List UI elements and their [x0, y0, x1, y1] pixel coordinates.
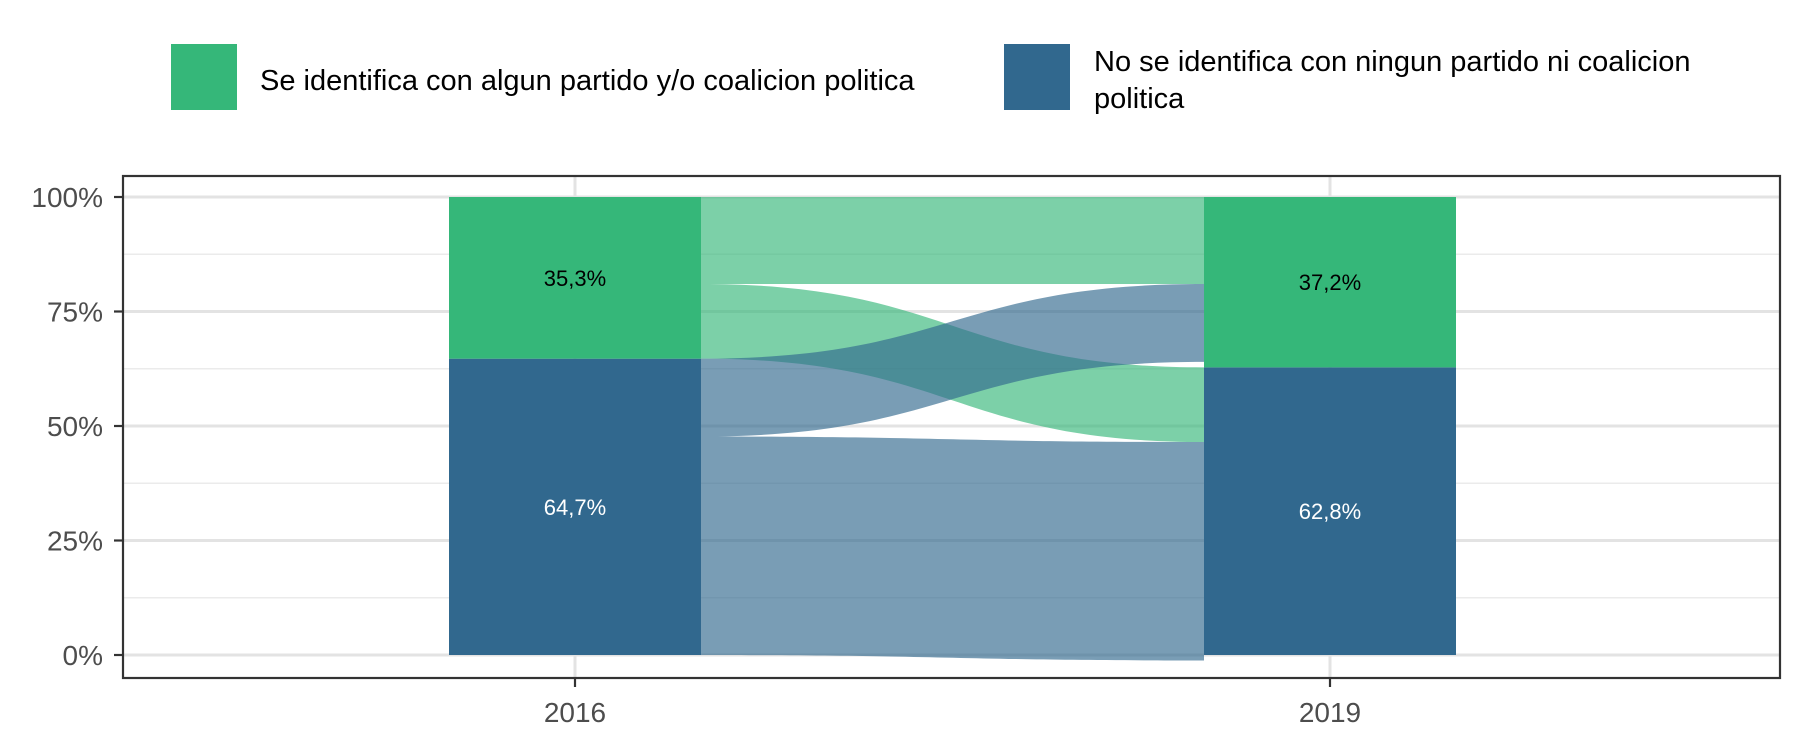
data-label: 35,3% — [544, 266, 606, 291]
legend: Se identifica con algun partido y/o coal… — [171, 44, 1690, 115]
bar-segment-identifies-2019 — [1204, 197, 1456, 368]
y-tick-label: 75% — [47, 297, 103, 328]
legend-label-not-identifies: No se identifica con ningun partido ni c… — [1094, 46, 1690, 115]
bar-segment-not-identifies-2019 — [1204, 367, 1456, 655]
y-axis: 0% 25% 50% 75% 100% — [31, 182, 123, 671]
x-tick-label: 2019 — [1299, 697, 1361, 728]
legend-key-not-identifies — [1004, 44, 1070, 110]
bar-segment-not-identifies-2016 — [449, 358, 701, 655]
bar-segment-identifies-2016 — [449, 197, 701, 359]
y-tick-label: 50% — [47, 411, 103, 442]
flow-band — [701, 284, 1204, 437]
x-axis: 2016 2019 — [544, 678, 1361, 728]
y-tick-label: 0% — [63, 640, 103, 671]
x-tick-label: 2016 — [544, 697, 606, 728]
alluvial-flows — [701, 197, 1204, 661]
data-label: 62,8% — [1299, 499, 1361, 524]
legend-label-line: No se identifica con ningun partido ni c… — [1094, 46, 1690, 78]
y-tick-label: 25% — [47, 526, 103, 557]
data-label: 37,2% — [1299, 270, 1361, 295]
flow-band — [701, 436, 1204, 661]
y-tick-label: 100% — [31, 182, 103, 213]
stacked-bars — [449, 197, 1456, 655]
legend-label-line: politica — [1094, 83, 1185, 115]
data-label: 64,7% — [544, 495, 606, 520]
data-labels: 64,7% 35,3% 62,8% 37,2% — [544, 266, 1361, 524]
legend-key-identifies — [171, 44, 237, 110]
legend-label-identifies: Se identifica con algun partido y/o coal… — [260, 65, 915, 97]
flow-band — [701, 197, 1204, 285]
